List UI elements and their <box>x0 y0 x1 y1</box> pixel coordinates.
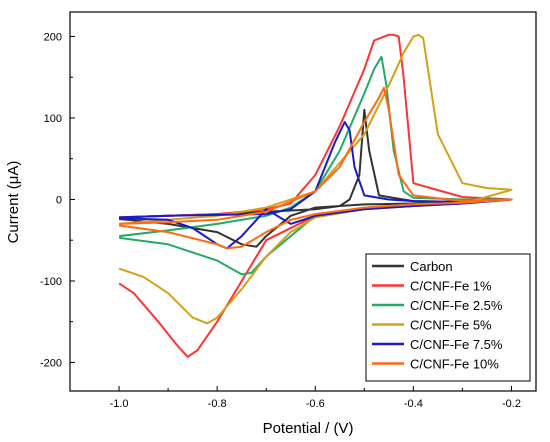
legend-label: C/CNF-Fe 2.5% <box>410 298 503 313</box>
legend-items: Carbon C/CNF-Fe 1% C/CNF-Fe 2.5% C/CNF-Fe 5… <box>372 259 503 372</box>
y-axis-title: Current (μA) <box>5 161 22 244</box>
legend-box <box>365 253 531 382</box>
x-axis-ticks: -1.0 -0.8 -0.6 -0.4 -0.2 <box>110 386 521 410</box>
x-tick-label: -0.4 <box>404 398 423 410</box>
y-tick-label: 0 <box>56 194 62 206</box>
y-tick-label: -100 <box>40 276 62 288</box>
legend: Carbon C/CNF-Fe 1% C/CNF-Fe 2.5% C/CNF-Fe 5… <box>365 253 531 382</box>
x-tick-label: -1.0 <box>110 398 129 410</box>
x-axis-title: Potential / (V) <box>263 420 354 437</box>
series-c-cnf-fe-1 <box>118 33 513 358</box>
x-tick-label: -0.2 <box>502 398 521 410</box>
y-tick-label: -200 <box>40 357 62 369</box>
legend-label: C/CNF-Fe 10% <box>410 357 499 372</box>
legend-label: C/CNF-Fe 5% <box>410 318 492 333</box>
y-tick-label: 200 <box>44 31 62 43</box>
x-tick-label: -0.8 <box>208 398 227 410</box>
y-axis-ticks: 200 100 0 -100 -200 <box>40 31 75 369</box>
legend-label: C/CNF-Fe 1% <box>410 279 492 294</box>
legend-label: Carbon <box>410 259 453 274</box>
series-c-cnf-fe-10 <box>118 86 513 250</box>
y-tick-label: 100 <box>44 113 62 125</box>
legend-label: C/CNF-Fe 7.5% <box>410 337 503 352</box>
x-tick-label: -0.6 <box>306 398 325 410</box>
series-lines <box>118 33 513 358</box>
